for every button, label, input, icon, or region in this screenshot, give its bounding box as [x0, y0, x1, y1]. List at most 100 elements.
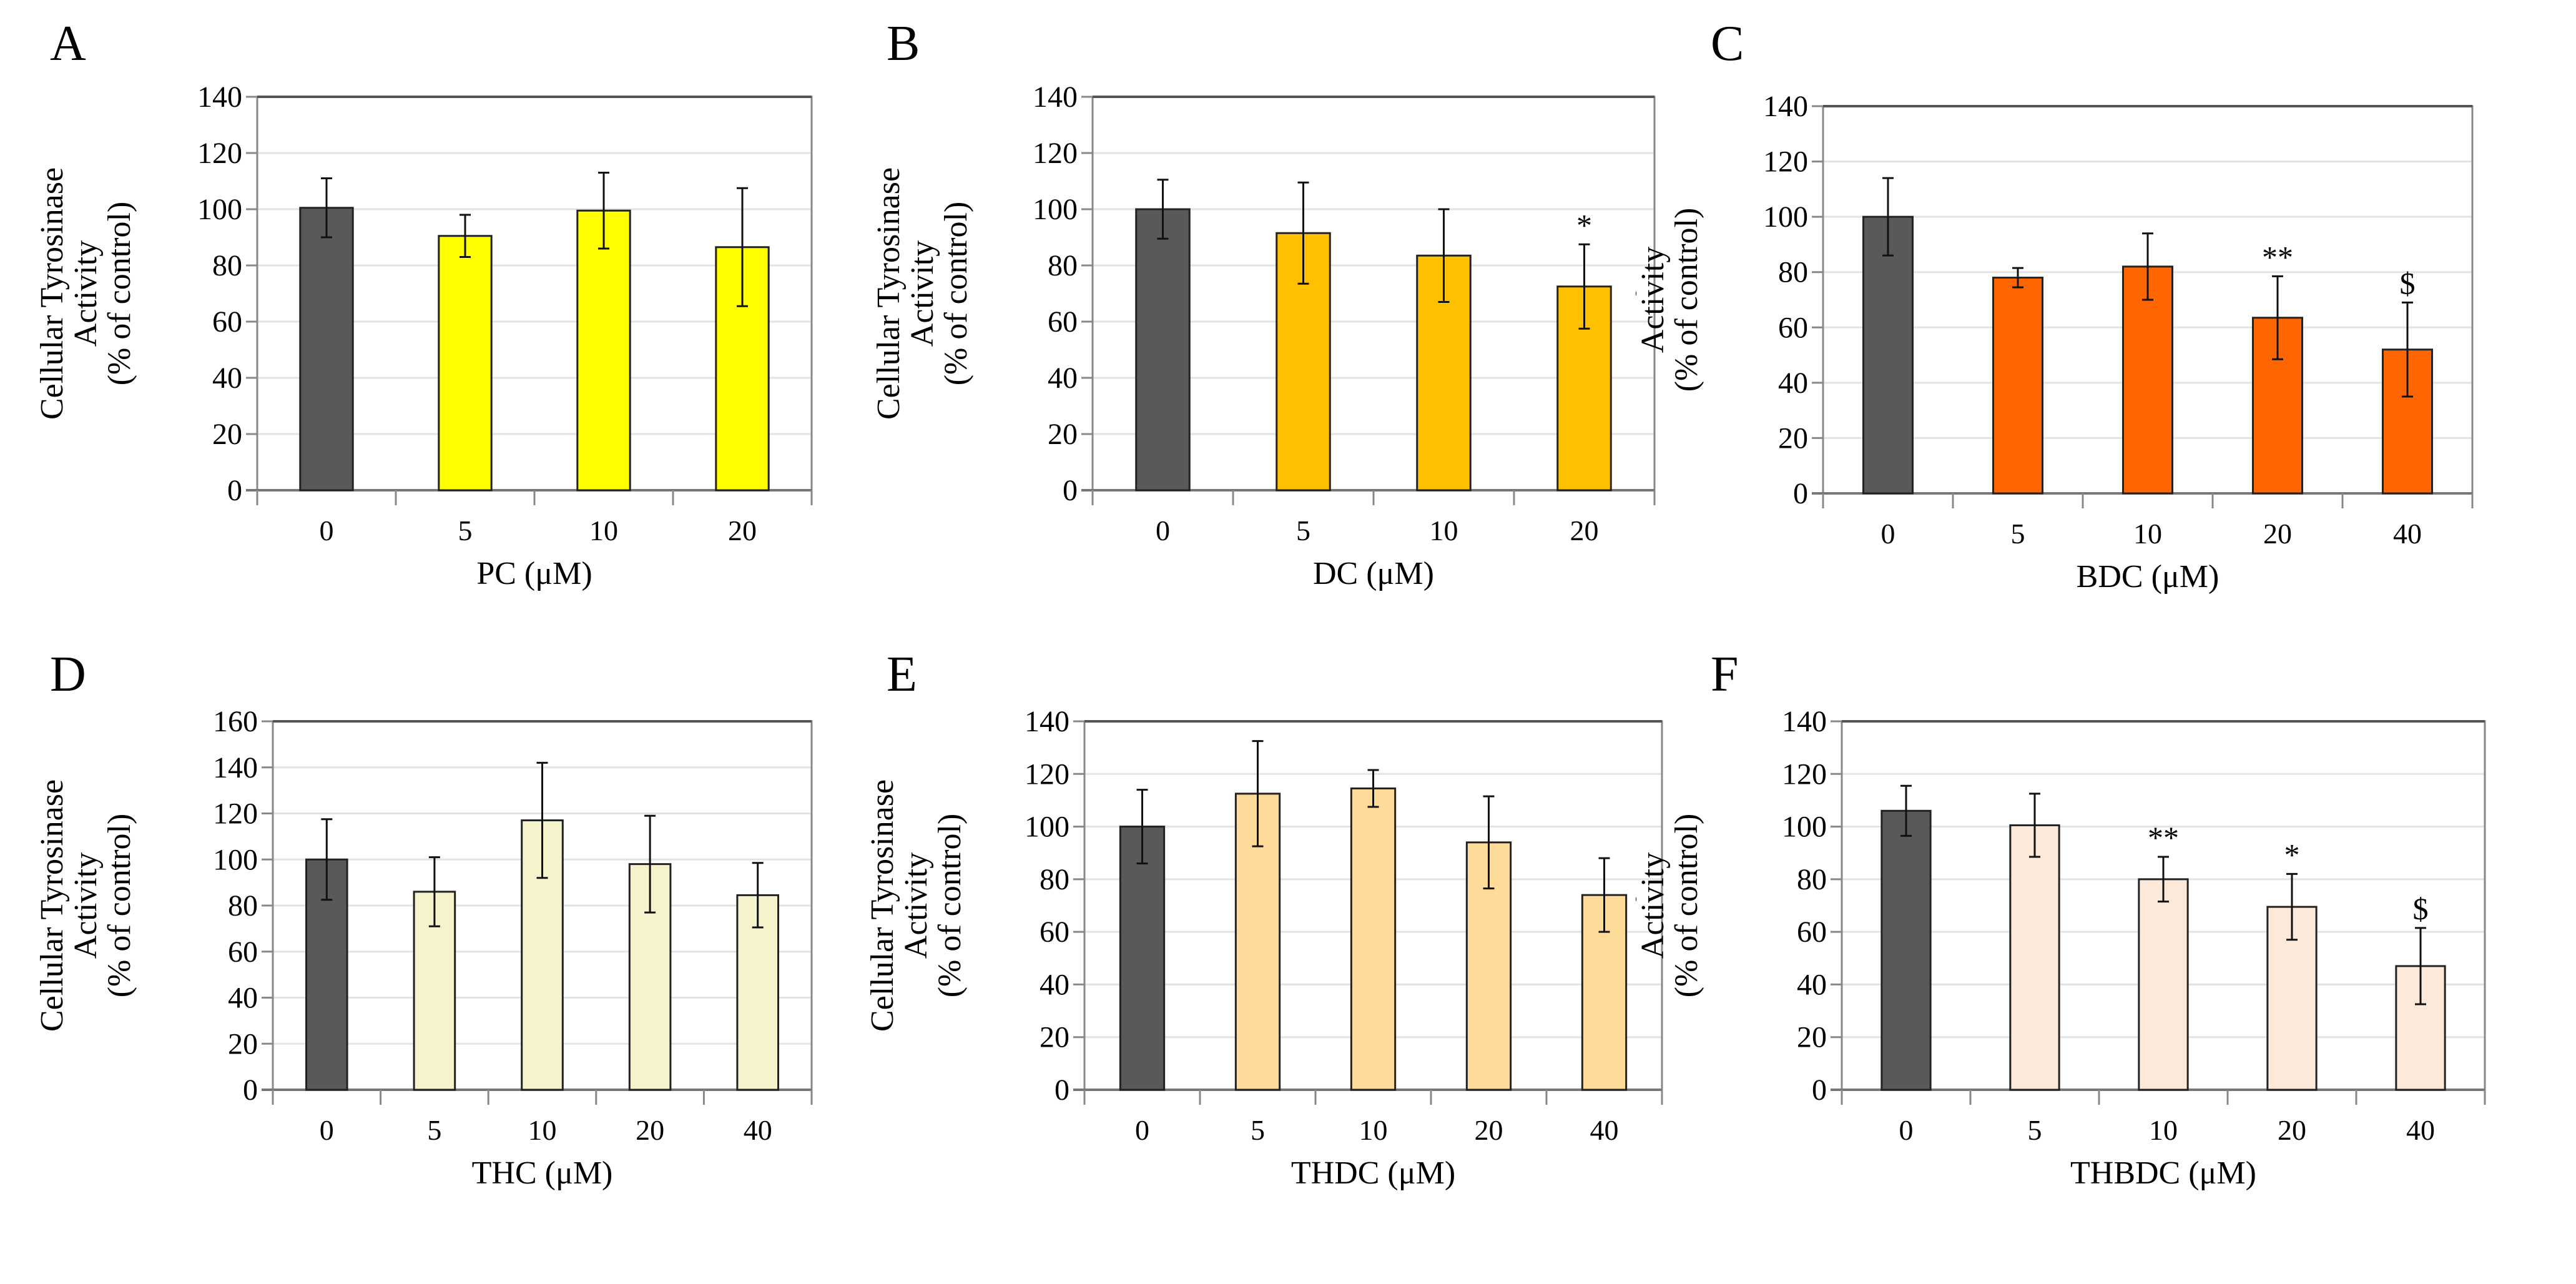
x-axis-label: THBDC (μM) — [2070, 1155, 2256, 1191]
y-tick-label: 60 — [1048, 305, 1078, 338]
y-tick-label: 120 — [213, 798, 258, 831]
y-tick-label: 20 — [228, 1027, 258, 1060]
x-tick-label: 0 — [320, 1114, 334, 1146]
y-tick-label: 40 — [1778, 367, 1808, 400]
y-tick-label: 80 — [1797, 863, 1827, 896]
y-tick-label: 120 — [1033, 137, 1078, 170]
panel-a: A 0 20 40 60 80 100 120 140 0 5 10 20 PC (μM) Cellular… — [0, 0, 858, 637]
y-tick-label: 100 — [1782, 811, 1827, 844]
y-tick-label: 40 — [1048, 362, 1078, 395]
x-axis-label: BDC (μM) — [2077, 559, 2220, 595]
y-tick-label: 20 — [1797, 1021, 1827, 1054]
chart-c: 0 20 40 60 80 100 120 140 0 5 10 20 ** 40 $ BDC (μM) Cel… — [1636, 90, 2474, 595]
y-axis-label: Cellular Tyrosinase — [871, 167, 907, 420]
y-axis-label: (% of control) — [932, 814, 968, 998]
y-tick-label: 60 — [1778, 311, 1808, 344]
bar — [1350, 787, 1397, 1091]
y-axis-label: Cellular Tyrosinase — [34, 167, 70, 420]
significance-marker: * — [2284, 837, 2300, 872]
y-tick-label: 140 — [1025, 705, 1069, 738]
panel-e: E 0 20 40 60 80 100 120 140 0 5 10 20 40 THDC (μM) Cell… — [837, 643, 1695, 1280]
y-axis-label: Activity — [1636, 852, 1671, 959]
y-tick-label: 80 — [212, 249, 242, 282]
y-tick-label: 60 — [212, 305, 242, 338]
x-tick-label: 20 — [1570, 515, 1599, 546]
x-tick-label: 40 — [1590, 1114, 1619, 1146]
x-tick-label: 0 — [1899, 1114, 1914, 1146]
y-axis-label: Cellular Tyrosinase — [1636, 174, 1637, 426]
y-axis-label: Activity — [68, 852, 104, 959]
panel-b: B 0 20 40 60 80 100 120 140 0 5 10 20 * DC (μM) Cellula… — [837, 0, 1695, 637]
chart-f: 0 20 40 60 80 100 120 140 0 5 10 ** 20 * 40 $ THBDC (μM)… — [1636, 705, 2486, 1191]
y-axis-label: Cellular Tyrosinase — [865, 779, 900, 1032]
significance-marker: $ — [2413, 891, 2429, 926]
x-tick-label: 0 — [320, 515, 334, 546]
y-tick-label: 20 — [1778, 422, 1808, 455]
y-tick-label: 60 — [1040, 916, 1069, 949]
y-tick-label: 100 — [1025, 811, 1069, 844]
bar — [2138, 878, 2189, 1091]
y-tick-label: 140 — [197, 81, 242, 114]
y-axis-label: Activity — [905, 240, 940, 347]
y-axis-label: Activity — [1636, 247, 1671, 353]
y-tick-label: 80 — [1778, 256, 1808, 289]
x-tick-label: 5 — [2011, 518, 2025, 550]
x-tick-label: 10 — [1359, 1114, 1388, 1146]
x-tick-label: 40 — [2393, 518, 2422, 550]
y-tick-label: 120 — [1763, 146, 1808, 179]
x-tick-label: 5 — [2028, 1114, 2042, 1146]
y-tick-label: 140 — [213, 751, 258, 784]
bar — [1880, 809, 1932, 1091]
panel-label: C — [1711, 16, 1744, 71]
panel-c: C 0 20 40 60 80 100 120 140 0 5 10 20 ** 40 $ BDC (μM) Ce… — [1636, 0, 2494, 637]
panel-label: A — [50, 16, 86, 71]
x-tick-label: 10 — [589, 515, 618, 546]
x-tick-label: 5 — [427, 1114, 441, 1146]
y-tick-label: 20 — [1040, 1021, 1069, 1054]
bar — [1862, 215, 1914, 495]
x-axis-label: THC (μM) — [472, 1155, 613, 1191]
bar — [1119, 826, 1166, 1091]
y-tick-label: 140 — [1763, 90, 1808, 123]
y-tick-label: 80 — [228, 889, 258, 922]
y-tick-label: 0 — [1063, 474, 1078, 507]
x-tick-label: 10 — [2133, 518, 2162, 550]
significance-marker: * — [1576, 207, 1592, 242]
x-tick-label: 20 — [728, 515, 757, 546]
y-tick-label: 120 — [197, 137, 242, 170]
y-tick-label: 0 — [1054, 1074, 1069, 1107]
bar — [438, 235, 493, 491]
x-tick-label: 0 — [1881, 518, 1895, 550]
panel-label: E — [887, 647, 917, 702]
y-tick-label: 120 — [1782, 758, 1827, 791]
x-axis-label: DC (μM) — [1313, 556, 1434, 591]
panel-label: B — [887, 16, 920, 71]
significance-marker: $ — [2400, 265, 2416, 300]
y-tick-label: 160 — [213, 705, 258, 738]
x-tick-label: 0 — [1156, 515, 1170, 546]
y-axis-label: (% of control) — [938, 202, 974, 386]
x-tick-label: 10 — [1430, 515, 1458, 546]
y-tick-label: 100 — [213, 843, 258, 876]
y-tick-label: 0 — [1793, 477, 1808, 510]
chart-e: 0 20 40 60 80 100 120 140 0 5 10 20 40 THDC (μM) Cellu… — [865, 705, 1663, 1191]
y-tick-label: 0 — [1812, 1074, 1827, 1107]
x-axis-label: THDC (μM) — [1291, 1155, 1455, 1191]
x-tick-label: 40 — [744, 1114, 772, 1146]
panel-d: D 0 20 40 60 80 100 120 140 160 0 5 10 20 40 THC (μM) Ce… — [0, 643, 858, 1280]
y-axis-label: (% of control) — [1669, 208, 1704, 392]
y-axis-label: Cellular Tyrosinase — [34, 779, 70, 1032]
y-axis-label: Cellular Tyrosinase — [1636, 779, 1637, 1032]
y-tick-label: 20 — [212, 418, 242, 451]
y-tick-label: 80 — [1048, 249, 1078, 282]
chart-d: 0 20 40 60 80 100 120 140 160 0 5 10 20 40 THC (μM) Cel… — [34, 705, 813, 1191]
x-tick-label: 40 — [2406, 1114, 2435, 1146]
y-tick-label: 120 — [1025, 758, 1069, 791]
y-tick-label: 60 — [1797, 916, 1827, 949]
chart-b: 0 20 40 60 80 100 120 140 0 5 10 20 * DC (μM) Cellular… — [871, 81, 1656, 591]
x-tick-label: 5 — [1251, 1114, 1265, 1146]
x-tick-label: 20 — [2263, 518, 2292, 550]
y-tick-label: 0 — [227, 474, 242, 507]
bar — [2009, 824, 2060, 1091]
bar — [576, 209, 631, 491]
